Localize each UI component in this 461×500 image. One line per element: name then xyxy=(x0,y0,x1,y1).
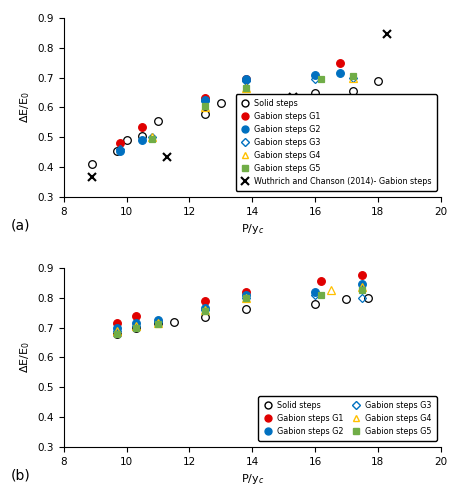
X-axis label: P/y$_c$: P/y$_c$ xyxy=(241,472,264,486)
Legend: Solid steps, Gabion steps G1, Gabion steps G2, Gabion steps G3, Gabion steps G4,: Solid steps, Gabion steps G1, Gabion ste… xyxy=(236,94,437,191)
Y-axis label: $\Delta$E/E$_0$: $\Delta$E/E$_0$ xyxy=(18,92,32,124)
X-axis label: P/y$_c$: P/y$_c$ xyxy=(241,222,264,236)
Text: (b): (b) xyxy=(11,468,31,482)
Text: (a): (a) xyxy=(11,218,31,232)
Y-axis label: $\Delta$E/E$_0$: $\Delta$E/E$_0$ xyxy=(18,342,32,374)
Legend: Solid steps, Gabion steps G1, Gabion steps G2, Gabion steps G3, Gabion steps G4,: Solid steps, Gabion steps G1, Gabion ste… xyxy=(259,396,437,441)
